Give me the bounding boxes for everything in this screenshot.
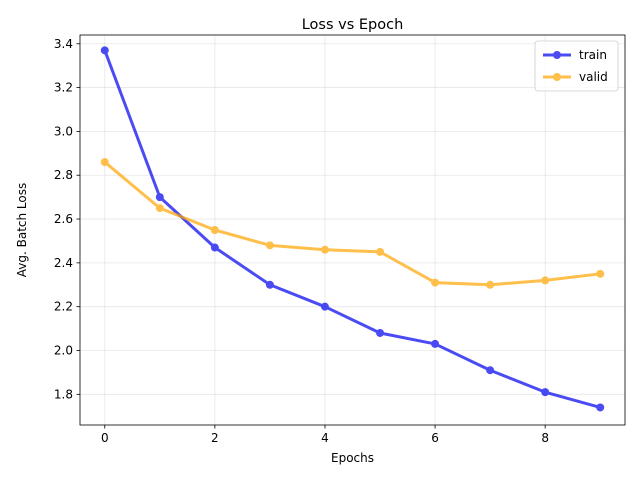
data-point-valid [376, 247, 385, 256]
plot-frame [79, 34, 626, 426]
y-tick-label: 2.0 [54, 344, 73, 358]
y-tick-label: 2.6 [54, 212, 73, 226]
legend-label-train: train [579, 48, 607, 62]
series-line-valid [103, 160, 602, 287]
y-tick-label: 3.4 [54, 37, 73, 51]
data-point-valid [541, 276, 550, 285]
data-point-valid [596, 269, 605, 278]
y-axis-label: Avg. Batch Loss [15, 183, 29, 277]
legend-marker-train [543, 51, 571, 59]
data-point-valid [210, 226, 219, 234]
series-layer [100, 46, 605, 412]
x-axis-label: Epochs [331, 451, 374, 465]
series-valid [100, 158, 605, 289]
chart-title: Loss vs Epoch [302, 17, 404, 33]
y-tick-label: 1.8 [54, 387, 73, 401]
legend-dot-valid [553, 73, 561, 81]
grid [80, 35, 625, 425]
x-tick-label: 2 [211, 431, 219, 445]
data-point-train [431, 339, 440, 348]
data-point-train [320, 302, 329, 311]
data-point-train [265, 280, 274, 289]
data-point-train [376, 328, 385, 337]
data-point-valid [320, 245, 329, 254]
data-point-valid [155, 204, 164, 213]
x-tick-label: 0 [101, 431, 109, 445]
data-point-valid [265, 241, 274, 250]
ticks: 0 2 4 6 8 1.8 2.0 2.2 2.4 2.6 2.8 3.0 3.2 3.4 [54, 37, 549, 445]
data-point-train [486, 366, 495, 375]
legend-marker-valid [543, 73, 571, 81]
data-point-train [596, 403, 605, 412]
x-tick-label: 6 [431, 431, 439, 445]
legend-label-valid: valid [579, 70, 608, 84]
data-point-valid [486, 280, 495, 289]
x-tick-label: 4 [321, 431, 329, 445]
data-point-train [210, 243, 219, 252]
y-tick-label: 2.8 [54, 168, 73, 182]
data-point-train [541, 388, 550, 397]
y-tick-label: 2.4 [54, 256, 73, 270]
series-line-train [103, 48, 602, 409]
data-point-valid [100, 158, 109, 167]
y-tick-label: 3.2 [54, 81, 73, 95]
x-tick-label: 8 [541, 431, 549, 445]
data-point-valid [431, 278, 440, 287]
y-tick-label: 2.2 [54, 300, 73, 314]
legend: train valid [534, 40, 619, 92]
legend-dot-train [553, 51, 561, 59]
data-point-train [155, 193, 164, 202]
data-point-train [100, 46, 109, 55]
series-train [100, 46, 605, 412]
y-tick-label: 3.0 [54, 124, 73, 138]
